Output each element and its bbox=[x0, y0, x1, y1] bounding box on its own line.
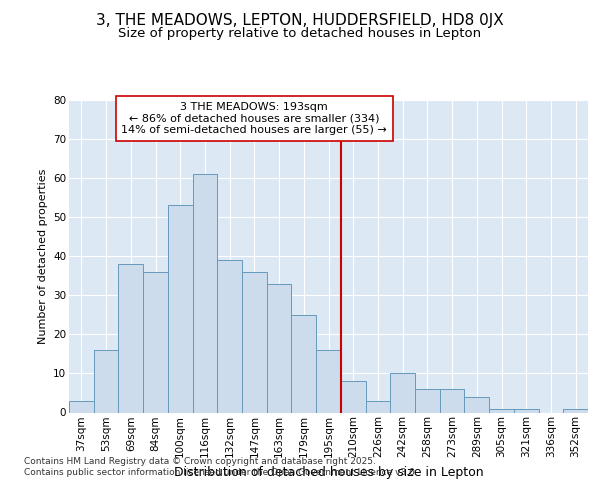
Bar bbox=[341, 381, 365, 412]
Bar bbox=[514, 408, 539, 412]
Text: Contains HM Land Registry data © Crown copyright and database right 2025.
Contai: Contains HM Land Registry data © Crown c… bbox=[24, 458, 418, 477]
X-axis label: Distribution of detached houses by size in Lepton: Distribution of detached houses by size … bbox=[173, 466, 484, 478]
Text: Size of property relative to detached houses in Lepton: Size of property relative to detached ho… bbox=[118, 28, 482, 40]
Bar bbox=[267, 284, 292, 412]
Bar bbox=[143, 272, 168, 412]
Bar bbox=[94, 350, 118, 412]
Bar bbox=[464, 397, 489, 412]
Text: 3, THE MEADOWS, LEPTON, HUDDERSFIELD, HD8 0JX: 3, THE MEADOWS, LEPTON, HUDDERSFIELD, HD… bbox=[96, 12, 504, 28]
Bar bbox=[168, 206, 193, 412]
Bar bbox=[390, 374, 415, 412]
Bar bbox=[193, 174, 217, 412]
Bar bbox=[489, 408, 514, 412]
Bar bbox=[365, 401, 390, 412]
Bar bbox=[316, 350, 341, 412]
Y-axis label: Number of detached properties: Number of detached properties bbox=[38, 168, 47, 344]
Bar bbox=[69, 401, 94, 412]
Bar bbox=[563, 408, 588, 412]
Bar bbox=[292, 315, 316, 412]
Text: 3 THE MEADOWS: 193sqm
← 86% of detached houses are smaller (334)
14% of semi-det: 3 THE MEADOWS: 193sqm ← 86% of detached … bbox=[121, 102, 387, 135]
Bar bbox=[440, 389, 464, 412]
Bar bbox=[217, 260, 242, 412]
Bar bbox=[415, 389, 440, 412]
Bar bbox=[118, 264, 143, 412]
Bar bbox=[242, 272, 267, 412]
